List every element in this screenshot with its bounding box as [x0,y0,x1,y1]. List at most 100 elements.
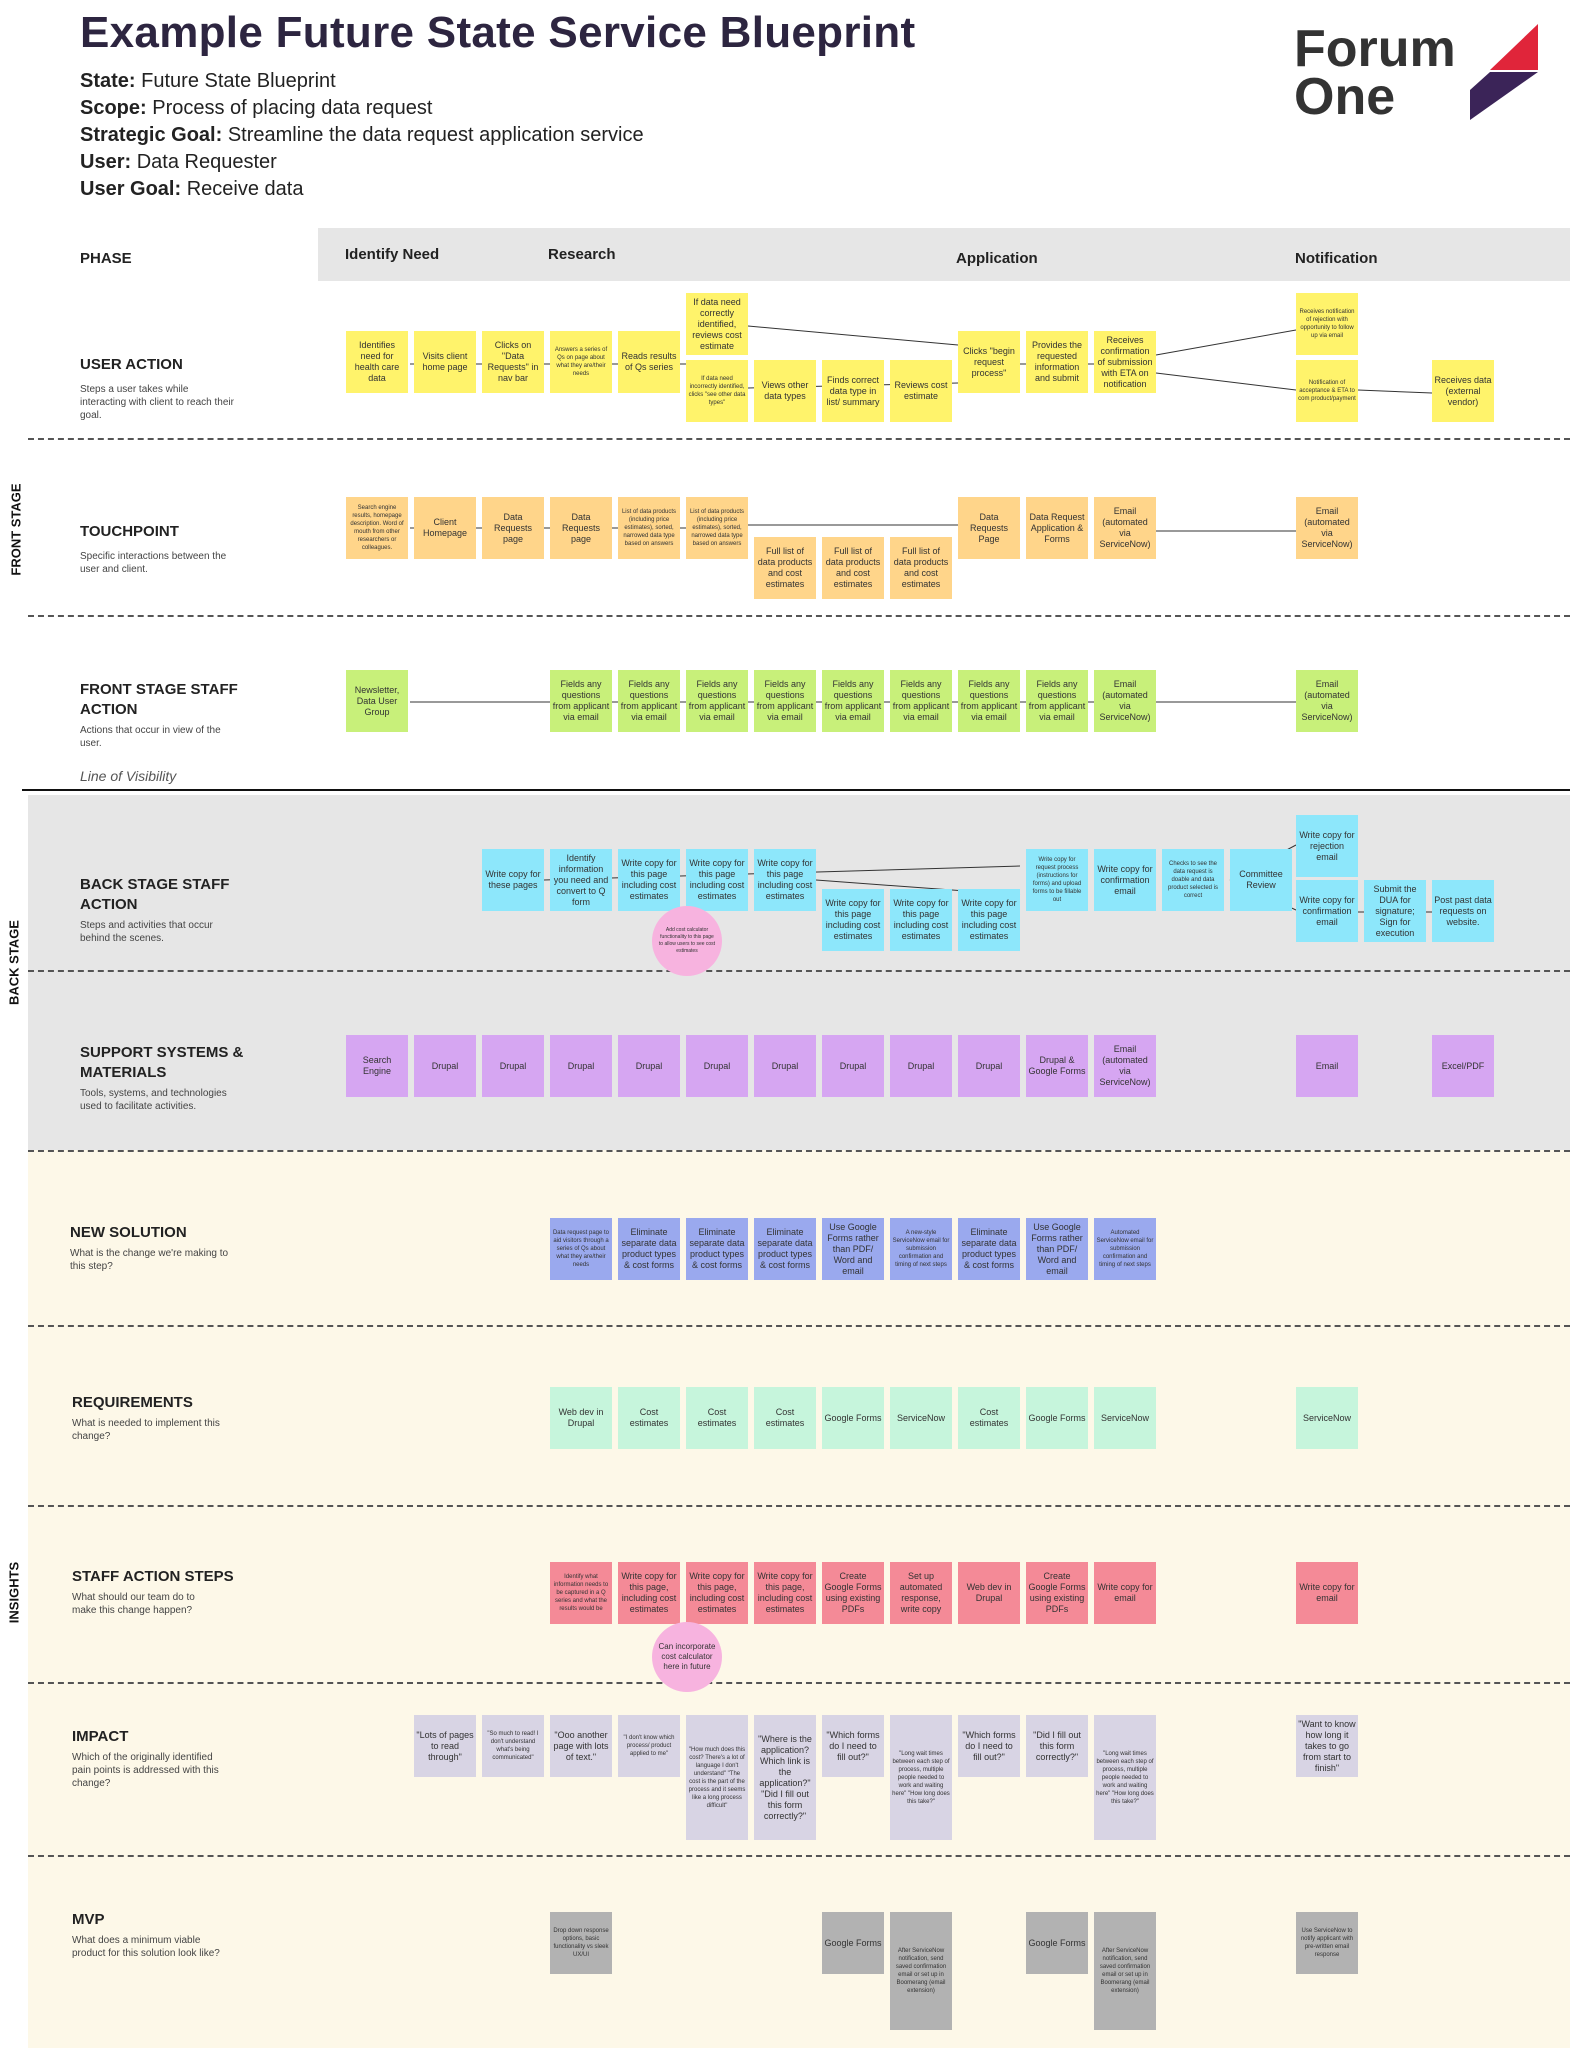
sticky-note: Clicks on "Data Requests" in nav bar [482,331,544,393]
sticky-note: ServiceNow [1094,1387,1156,1449]
phase-identify-need: Identify Need [345,246,440,263]
sticky-note: Search engine results, homepage descript… [346,497,408,559]
sticky-note: Full list of data products and cost esti… [890,537,952,599]
sticky-note: Reviews cost estimate [890,360,952,422]
sticky-note: Provides the requested information and s… [1026,331,1088,393]
sticky-note: After ServiceNow notification, send save… [890,1912,952,2030]
sticky-note: Write copy for this page including cost … [822,889,884,951]
sticky-note: Fields any questions from applicant via … [1026,670,1088,732]
phase-notification: Notification [1295,250,1378,267]
sticky-note: Submit the DUA for signature; Sign for e… [1364,880,1426,942]
sticky-note: Drupal [754,1035,816,1097]
idea-bubble: Add cost calculator functionality to thi… [652,906,722,976]
sticky-note: Fields any questions from applicant via … [822,670,884,732]
sticky-note: Drupal [618,1035,680,1097]
row-mvp: MVP What does a minimum viable product f… [72,1911,220,1959]
sticky-note: Write copy for this page including cost … [958,889,1020,951]
sticky-note: ServiceNow [890,1387,952,1449]
sticky-note: If data need incorrectly identified, cli… [686,360,748,422]
sticky-note: Write copy for rejection email [1296,815,1358,877]
sticky-note: Fields any questions from applicant via … [890,670,952,732]
sticky-note: Write copy for this page, including cost… [618,1562,680,1624]
sticky-note: Write copy for these pages [482,849,544,911]
sticky-note: Data request page to aid visitors throug… [550,1218,612,1280]
sticky-note: Full list of data products and cost esti… [822,537,884,599]
divider [28,615,1570,617]
sticky-note: Answers a series of Qs on page about wha… [550,331,612,393]
sticky-note: Create Google Forms using existing PDFs [822,1562,884,1624]
sticky-note: "Long wait times between each step of pr… [890,1715,952,1840]
sticky-note: Write copy for confirmation email [1296,880,1358,942]
sticky-note: Google Forms [1026,1387,1088,1449]
sticky-note: Automated ServiceNow email for submissio… [1094,1218,1156,1280]
sticky-note: "Which forms do I need to fill out?" [958,1715,1020,1777]
sticky-note: Write copy for this page including cost … [686,849,748,911]
sticky-note: Receives notification of rejection with … [1296,293,1358,355]
sticky-note: "Long wait times between each step of pr… [1094,1715,1156,1840]
row-front-stage-staff: FRONT STAGE STAFF ACTION Actions that oc… [80,681,238,749]
row-back-stage-staff: BACK STAGE STAFF ACTION Steps and activi… [80,876,230,944]
sticky-note: Use Google Forms rather than PDF/ Word a… [1026,1218,1088,1280]
sticky-note: "So much to read! I don't understand wha… [482,1715,544,1777]
sticky-note: Write copy for this page, including cost… [686,1562,748,1624]
sticky-note: "How much does this cost? There's a lot … [686,1715,748,1840]
sticky-note: Finds correct data type in list/ summary [822,360,884,422]
row-impact: IMPACT Which of the originally identifie… [72,1728,219,1789]
sticky-note: Identify what information needs to be ca… [550,1562,612,1624]
sticky-note: Views other data types [754,360,816,422]
sticky-note: Eliminate separate data product types & … [618,1218,680,1280]
divider [28,1505,1570,1507]
sticky-note: Post past data requests on website. [1432,880,1494,942]
line-of-visibility-rule [22,789,1570,791]
sticky-note: Drupal & Google Forms [1026,1035,1088,1097]
sticky-note: Web dev in Drupal [958,1562,1020,1624]
sticky-note: "Which forms do I need to fill out?" [822,1715,884,1777]
sticky-note: Cost estimates [686,1387,748,1449]
row-requirements: REQUIREMENTS What is needed to implement… [72,1394,220,1442]
sticky-note: List of data products (including price e… [686,497,748,559]
sticky-note: Client Homepage [414,497,476,559]
meta-strategic-goal: Strategic Goal: Streamline the data requ… [80,124,644,146]
row-user-action: USER ACTION Steps a user takes while int… [80,356,234,421]
sticky-note: Data Request Application & Forms [1026,497,1088,559]
idea-bubble: Can incorporate cost calculator here in … [652,1622,722,1692]
sticky-note: "Ooo another page with lots of text." [550,1715,612,1777]
sticky-note: Notification of acceptance & ETA to com … [1296,360,1358,422]
sticky-note: Cost estimates [618,1387,680,1449]
sticky-note: Drupal [890,1035,952,1097]
sticky-note: Drupal [958,1035,1020,1097]
sticky-note: Data Requests page [550,497,612,559]
sticky-note: After ServiceNow notification, send save… [1094,1912,1156,2030]
phase-title: PHASE [80,250,132,267]
sticky-note: Write copy for this page including cost … [890,889,952,951]
sticky-note: Fields any questions from applicant via … [958,670,1020,732]
sticky-note: Write copy for confirmation email [1094,849,1156,911]
sticky-note: Set up automated response, write copy [890,1562,952,1624]
logo-mark-icon [1470,24,1538,120]
row-staff-action-steps: STAFF ACTION STEPS What should our team … [72,1568,234,1616]
sticky-note: Email [1296,1035,1358,1097]
sticky-note: Visits client home page [414,331,476,393]
sticky-note: "Where is the application? Which link is… [754,1715,816,1840]
sticky-note: Fields any questions from applicant via … [754,670,816,732]
sticky-note: Fields any questions from applicant via … [686,670,748,732]
sticky-note: Checks to see the data request is doable… [1162,849,1224,911]
divider [28,1325,1570,1327]
sticky-note: Write copy for this page including cost … [754,849,816,911]
row-new-solution: NEW SOLUTION What is the change we're ma… [70,1224,229,1272]
sticky-note: Write copy for request process (instruct… [1026,849,1088,911]
sticky-note: Email (automated via ServiceNow) [1094,670,1156,732]
sticky-note: Clicks "begin request process" [958,331,1020,393]
sticky-note: Eliminate separate data product types & … [754,1218,816,1280]
meta-scope: Scope: Process of placing data request [80,97,433,119]
sticky-note: If data need correctly identified, revie… [686,293,748,355]
sticky-note: ServiceNow [1296,1387,1358,1449]
row-touchpoint: TOUCHPOINT Specific interactions between… [80,523,227,575]
sticky-note: Email (automated via ServiceNow) [1094,497,1156,559]
line-of-visibility-label: Line of Visibility [80,768,177,784]
divider [28,1682,1570,1684]
sticky-note: Use Google Forms rather than PDF/ Word a… [822,1218,884,1280]
sticky-note: Drupal [822,1035,884,1097]
sticky-note: "Lots of pages to read through" [414,1715,476,1777]
sticky-note: Use ServiceNow to notify applicant with … [1296,1912,1358,1974]
